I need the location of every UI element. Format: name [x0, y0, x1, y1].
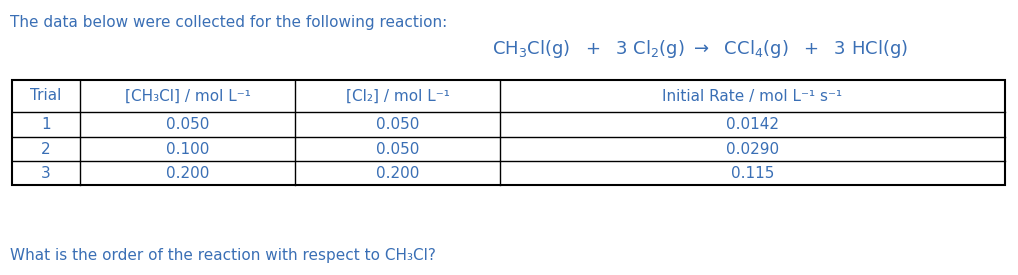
Text: $\mathregular{CH_3Cl(g)\ \ +\ \ 3\ Cl_2(g)\ \rightarrow\ \ CCl_4(g)\ \ +\ \ 3\ H: $\mathregular{CH_3Cl(g)\ \ +\ \ 3\ Cl_2(…	[492, 38, 908, 60]
Text: 3: 3	[41, 166, 51, 180]
Text: 0.0290: 0.0290	[726, 142, 779, 156]
Text: 1: 1	[41, 117, 51, 132]
Text: 2: 2	[41, 142, 51, 156]
Text: 0.050: 0.050	[376, 142, 419, 156]
Text: The data below were collected for the following reaction:: The data below were collected for the fo…	[10, 15, 447, 30]
Text: Trial: Trial	[31, 89, 62, 103]
Text: 0.100: 0.100	[166, 142, 209, 156]
Text: [CH₃Cl] / mol L⁻¹: [CH₃Cl] / mol L⁻¹	[124, 89, 250, 103]
Text: What is the order of the reaction with respect to CH₃Cl?: What is the order of the reaction with r…	[10, 248, 436, 263]
Text: 0.050: 0.050	[166, 117, 209, 132]
Text: 0.200: 0.200	[376, 166, 419, 180]
Bar	[12, 80, 1005, 185]
Text: [Cl₂] / mol L⁻¹: [Cl₂] / mol L⁻¹	[345, 89, 449, 103]
Text: 0.050: 0.050	[376, 117, 419, 132]
Text: 0.0142: 0.0142	[726, 117, 779, 132]
Text: 0.115: 0.115	[731, 166, 774, 180]
Text: Initial Rate / mol L⁻¹ s⁻¹: Initial Rate / mol L⁻¹ s⁻¹	[663, 89, 843, 103]
Text: 0.200: 0.200	[166, 166, 209, 180]
